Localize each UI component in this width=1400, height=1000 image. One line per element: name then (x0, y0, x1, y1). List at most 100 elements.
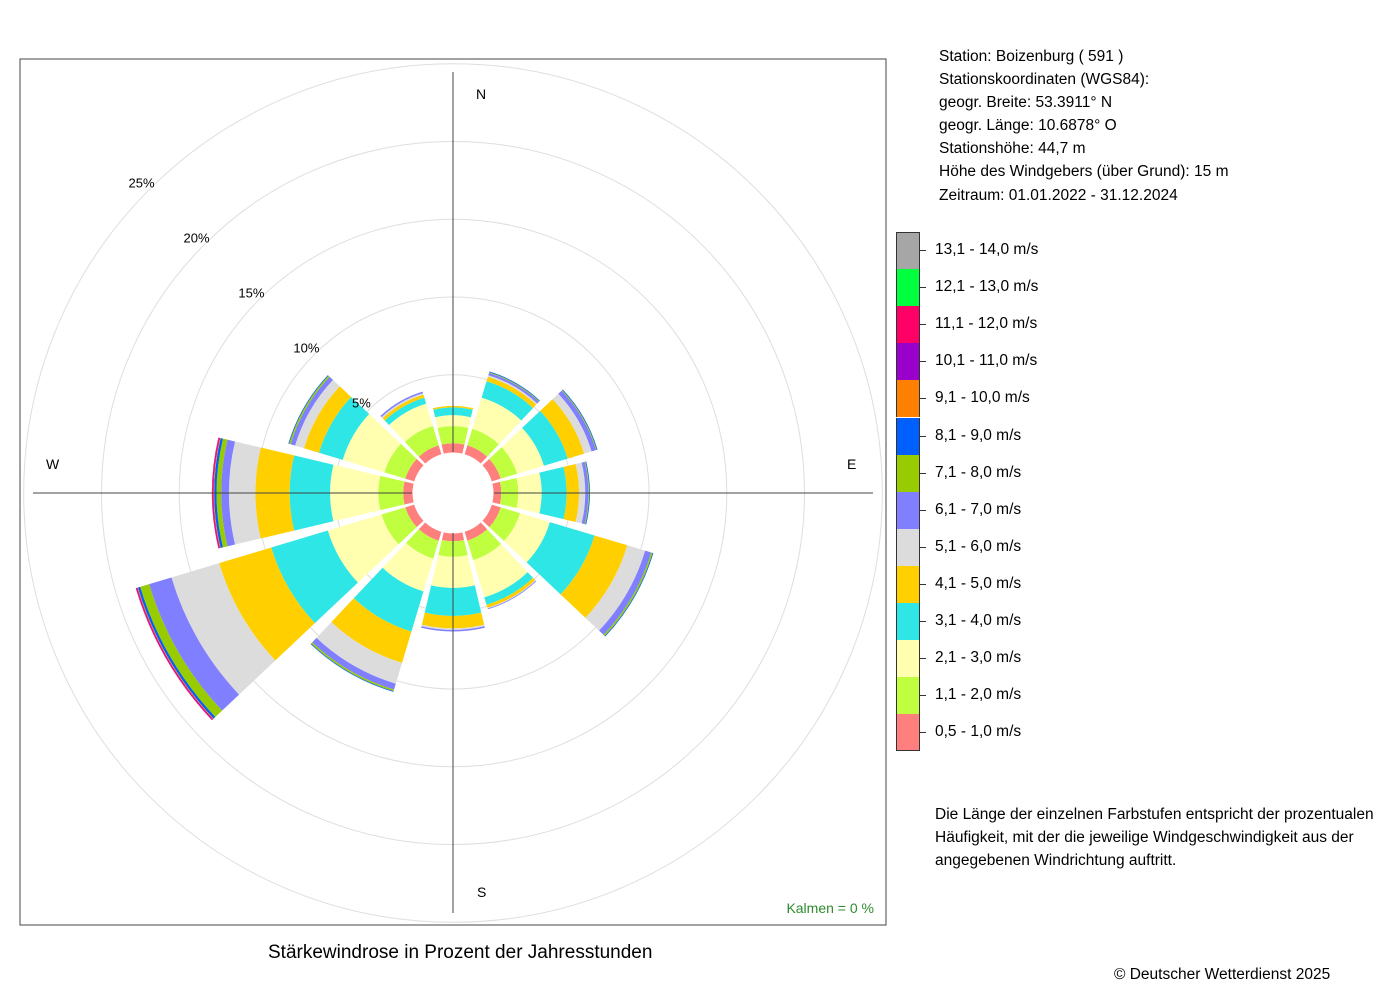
legend-item: 0,5 - 1,0 m/s (896, 714, 1376, 752)
legend-label: 7,1 - 8,0 m/s (935, 463, 1022, 481)
legend-label: 13,1 - 14,0 m/s (935, 241, 1039, 258)
sector-60-band-5 (540, 399, 585, 459)
legend-tick (920, 287, 926, 289)
sector-240-band-5 (219, 547, 315, 661)
legend-tick (920, 361, 926, 363)
legend-item: 2,1 - 3,0 m/s (896, 640, 1376, 678)
sector-270-band-10 (213, 437, 221, 549)
legend-tick (920, 509, 926, 511)
ring-label-1: 5% (352, 395, 371, 410)
sector-60-band-6 (552, 393, 592, 454)
sector-240deg (135, 504, 424, 721)
sector-330-band-6 (381, 393, 424, 419)
sector-240-band-1 (405, 504, 424, 528)
legend-tick (920, 583, 926, 585)
legend-label: 2,1 - 3,0 m/s (935, 649, 1022, 667)
sector-30-band-6 (487, 375, 538, 405)
sector-120-band-6 (585, 545, 646, 631)
sector-300-band-5 (303, 386, 352, 453)
ring-labels: 5% 10% 15% 20% 25% (128, 176, 371, 411)
sector-120-band-5 (560, 535, 628, 618)
legend-item: 7,1 - 8,0 m/s (896, 454, 1376, 492)
compass-west-label: W (46, 456, 60, 472)
station-coordinates-heading: Stationskoordinaten (WGS84): (939, 71, 1150, 89)
sector-30-band-4 (481, 381, 534, 421)
legend-item: 5,1 - 6,0 m/s (896, 528, 1376, 566)
sector-90-band-8 (584, 461, 590, 525)
sector-330-band-4 (384, 397, 427, 426)
legend-item: 6,1 - 7,0 m/s (896, 491, 1376, 529)
chart-caption: Stärkewindrose in Prozent der Jahresstun… (268, 942, 653, 963)
station-longitude: geogr. Länge: 10.6878° O (939, 117, 1117, 135)
sector-330deg (380, 391, 442, 464)
legend-item: 11,1 - 12,0 m/s (896, 306, 1376, 344)
sector-150-band-3 (473, 543, 528, 598)
legend-swatch (896, 269, 920, 307)
legend-note: Die Länge der einzelnen Farbstufen entsp… (935, 803, 1395, 872)
sector-300-band-4 (318, 396, 370, 460)
legend-label: 12,1 - 13,0 m/s (935, 278, 1039, 296)
sector-60-band-1 (482, 458, 501, 482)
legend-item: 13,1 - 14,0 m/s (896, 232, 1376, 269)
sector-60-band-7 (558, 390, 597, 452)
sector-0-band-5 (432, 405, 474, 410)
sector-30-band-5 (486, 376, 537, 409)
sector-330-band-3 (388, 403, 433, 443)
legend-swatch (896, 640, 920, 678)
sector-60-band-3 (501, 427, 544, 474)
legend-swatch (896, 343, 920, 381)
legend-item: 9,1 - 10,0 m/s (896, 380, 1376, 418)
legend-label: 8,1 - 9,0 m/s (935, 426, 1022, 444)
sector-240-band-7 (149, 577, 240, 711)
sector-30deg (464, 371, 540, 464)
legend-swatch (896, 714, 920, 752)
legend-tick (920, 324, 926, 326)
legend-label: 10,1 - 11,0 m/s (935, 352, 1038, 370)
legend-label: 11,1 - 12,0 m/s (935, 315, 1038, 333)
sector-210-band-3 (382, 542, 434, 592)
sector-150-band-4 (484, 572, 534, 605)
legend-label: 5,1 - 6,0 m/s (935, 537, 1022, 555)
ring-label-3: 15% (238, 285, 264, 300)
copyright: © Deutscher Wetterdienst 2025 (1114, 966, 1331, 983)
sector-120-band-2 (489, 507, 521, 542)
legend-item: 1,1 - 2,0 m/s (896, 677, 1376, 715)
sector-330-band-2 (404, 425, 439, 457)
legend-item: 10,1 - 11,0 m/s (896, 343, 1376, 381)
legend-label: 3,1 - 4,0 m/s (935, 612, 1022, 629)
legend-tick (920, 546, 926, 548)
legend-tick (920, 695, 926, 697)
legend-swatch (896, 454, 920, 492)
note-line-3: angegebenen Windrichtung auftritt. (935, 852, 1177, 869)
sector-300deg (288, 375, 424, 482)
sector-120-band-4 (526, 522, 595, 595)
ring-label-4: 20% (183, 231, 209, 246)
ring-label-2: 10% (293, 340, 319, 355)
sector-120-band-3 (503, 513, 550, 563)
sector-210-band-7 (312, 637, 396, 690)
sector-270-band-8 (216, 438, 228, 548)
sector-180-band-7 (421, 626, 485, 632)
legend-swatch (896, 380, 920, 418)
plot-area (23, 63, 883, 923)
sector-150-band-2 (467, 529, 502, 561)
sector-240-band-2 (381, 507, 417, 545)
sector-270-band-9 (214, 438, 223, 548)
legend-tick (920, 732, 926, 734)
plot-frame (19, 58, 887, 926)
sector-90-band-7 (581, 461, 589, 525)
legend-tick (920, 435, 926, 437)
sector-210-band-6 (316, 622, 403, 684)
legend-swatch (896, 565, 920, 603)
sector-150-band-5 (486, 577, 536, 608)
legend-tick (920, 250, 926, 251)
sector-330-band-7 (380, 391, 424, 418)
sector-30-band-2 (467, 428, 499, 457)
calm-label: Kalmen = 0 % (786, 900, 874, 916)
sector-60-band-2 (489, 447, 518, 479)
sector-240-band-4 (271, 530, 358, 624)
compass-north-label: N (476, 86, 486, 102)
sector-300-band-3 (342, 414, 401, 473)
sector-180-band-6 (421, 624, 485, 630)
